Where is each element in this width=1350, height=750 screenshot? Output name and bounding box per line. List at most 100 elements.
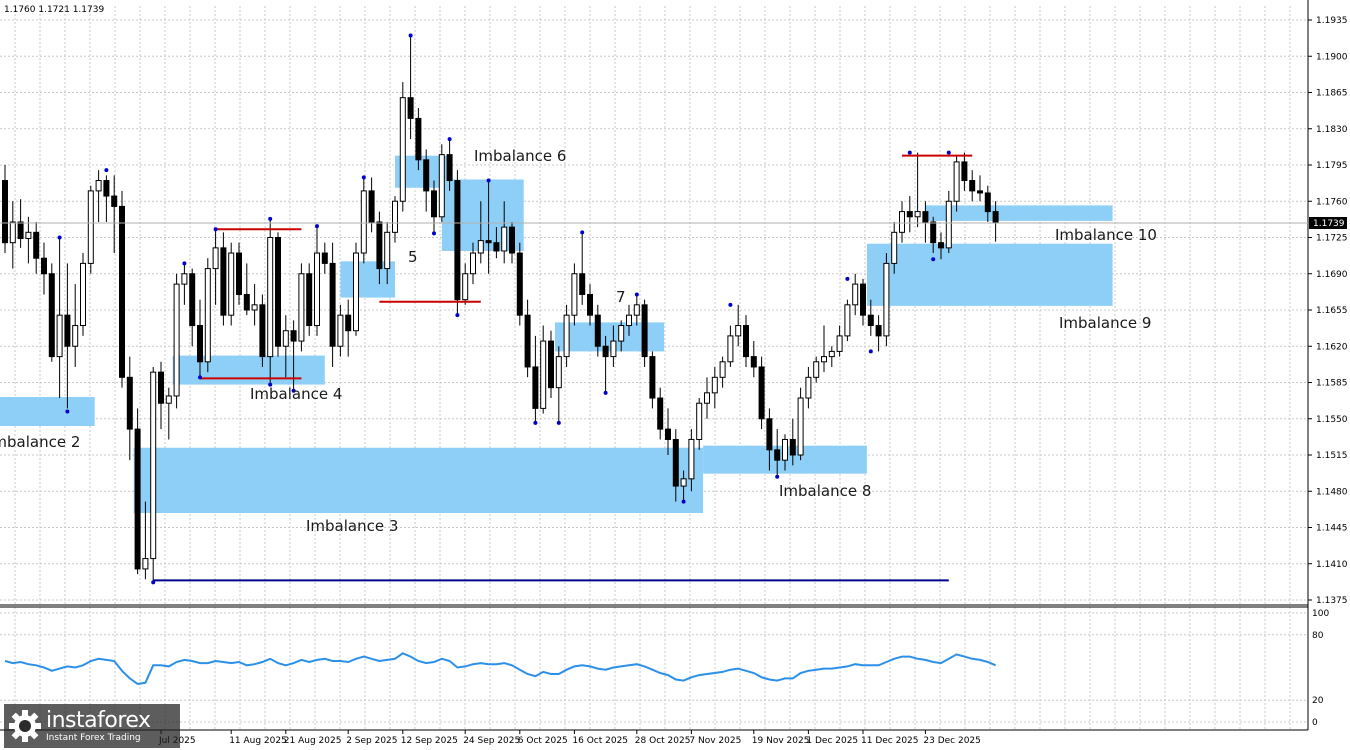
candle-bearish [961, 161, 968, 182]
candle-bearish [329, 262, 336, 347]
candle-bullish [945, 200, 952, 249]
price-tick-label: 1.1550 [1316, 415, 1348, 425]
candle-bearish [446, 154, 453, 182]
candle-bearish [860, 283, 866, 316]
candle-bearish [532, 366, 539, 409]
candle-bearish [368, 190, 375, 223]
candle-bullish [314, 252, 320, 327]
candle-bearish [672, 438, 679, 487]
candle-bullish [540, 340, 547, 409]
price-tick-label: 1.1410 [1316, 560, 1348, 570]
time-tick-label: 19 Nov 2025 [752, 736, 810, 746]
logo-text: instaforex [46, 707, 151, 733]
candle-bullish [735, 325, 742, 337]
candle-bullish [438, 154, 445, 218]
price-tick-label: 1.1445 [1316, 524, 1348, 534]
candle-bullish [142, 558, 149, 570]
time-tick-label: 24 Sep 2025 [463, 736, 520, 746]
candle-bearish [922, 211, 929, 223]
time-tick-label: 11 Dec 2025 [861, 736, 919, 746]
candle-bullish [782, 438, 788, 461]
zone-label: 5 [408, 248, 418, 266]
candle-bullish [501, 226, 508, 252]
price-tick-label: 1.1725 [1316, 234, 1348, 244]
candle-bearish [984, 192, 991, 213]
candle-bearish [158, 371, 164, 404]
candle-bearish [321, 252, 328, 264]
time-tick-label: 16 Oct 2025 [572, 736, 628, 746]
candle-bullish [212, 247, 219, 270]
candle-bearish [111, 195, 118, 207]
candle-bullish [353, 252, 359, 332]
candle-bullish [953, 161, 960, 202]
fractal-marker [603, 390, 608, 395]
ohlc-readout: 1.1760 1.1721 1.1739 [4, 5, 105, 15]
time-tick-label: 28 Oct 2025 [635, 736, 691, 746]
candle-bearish [750, 356, 757, 368]
candle-bearish [657, 397, 664, 430]
candle-bearish [867, 314, 874, 327]
price-tick-label: 1.1375 [1316, 596, 1348, 606]
candle-bullish [181, 273, 188, 285]
instaforex-logo: instaforex Instant Forex Trading [4, 704, 180, 748]
candle-bullish [610, 340, 617, 358]
price-tick-label: 1.1585 [1316, 379, 1348, 389]
candle-bearish [189, 273, 196, 327]
candle-bullish [571, 273, 578, 316]
candle-bullish [914, 211, 921, 218]
imbalance-zone [0, 397, 95, 426]
candle-bullish [813, 361, 820, 378]
price-tick-label: 1.1655 [1316, 306, 1348, 316]
candle-bearish [2, 180, 8, 244]
fractal-marker [65, 409, 70, 414]
price-tick-label: 1.1865 [1316, 89, 1348, 99]
candle-bearish [992, 211, 999, 224]
candle-bearish [906, 211, 913, 218]
fractal-marker [315, 224, 319, 229]
candle-bullish [836, 335, 843, 352]
fractal-marker [182, 261, 187, 266]
rsi-tick-label: 100 [1312, 609, 1329, 619]
price-tick-label: 1.1515 [1316, 451, 1348, 461]
price-tick-label: 1.1480 [1316, 487, 1348, 497]
candle-bearish [48, 273, 55, 358]
candle-bearish [243, 293, 250, 311]
candle-bearish [345, 314, 352, 332]
zone-label: 7 [616, 288, 626, 306]
candle-bullish [298, 273, 305, 342]
candle-bearish [259, 304, 266, 358]
fractal-marker [868, 349, 873, 354]
price-tick-label: 1.1620 [1316, 342, 1348, 352]
imbalance-zone [172, 355, 325, 385]
current-price-tag [1309, 217, 1347, 229]
fractal-marker [361, 175, 366, 180]
zone-label: Imbalance 10 [1055, 226, 1157, 244]
candle-bullish [696, 402, 703, 440]
price-tick-label: 1.1900 [1316, 52, 1348, 62]
candle-bullish [563, 314, 570, 358]
candle-bullish [95, 180, 102, 192]
candle-bullish [165, 395, 172, 404]
candle-bullish [204, 268, 211, 363]
candle-bearish [126, 376, 133, 430]
candle-bullish [470, 252, 476, 275]
candle-bullish [704, 392, 710, 404]
candle-bearish [275, 237, 281, 347]
candle-bearish [930, 221, 937, 244]
price-tick-label: 1.1690 [1316, 270, 1348, 280]
fractal-marker [775, 474, 780, 479]
fractal-marker [268, 382, 273, 387]
candle-bearish [197, 325, 203, 363]
candle-bullish [852, 283, 859, 306]
candle-bearish [415, 117, 422, 161]
candle-bullish [56, 314, 63, 358]
candle-bearish [376, 221, 383, 270]
fractal-marker [486, 178, 491, 183]
imbalance-zone [925, 205, 1113, 221]
candle-bullish [173, 283, 180, 397]
candle-bullish [688, 438, 695, 480]
candle-bearish [665, 428, 671, 440]
fractal-marker [931, 257, 936, 262]
candle-bullish [828, 350, 835, 358]
